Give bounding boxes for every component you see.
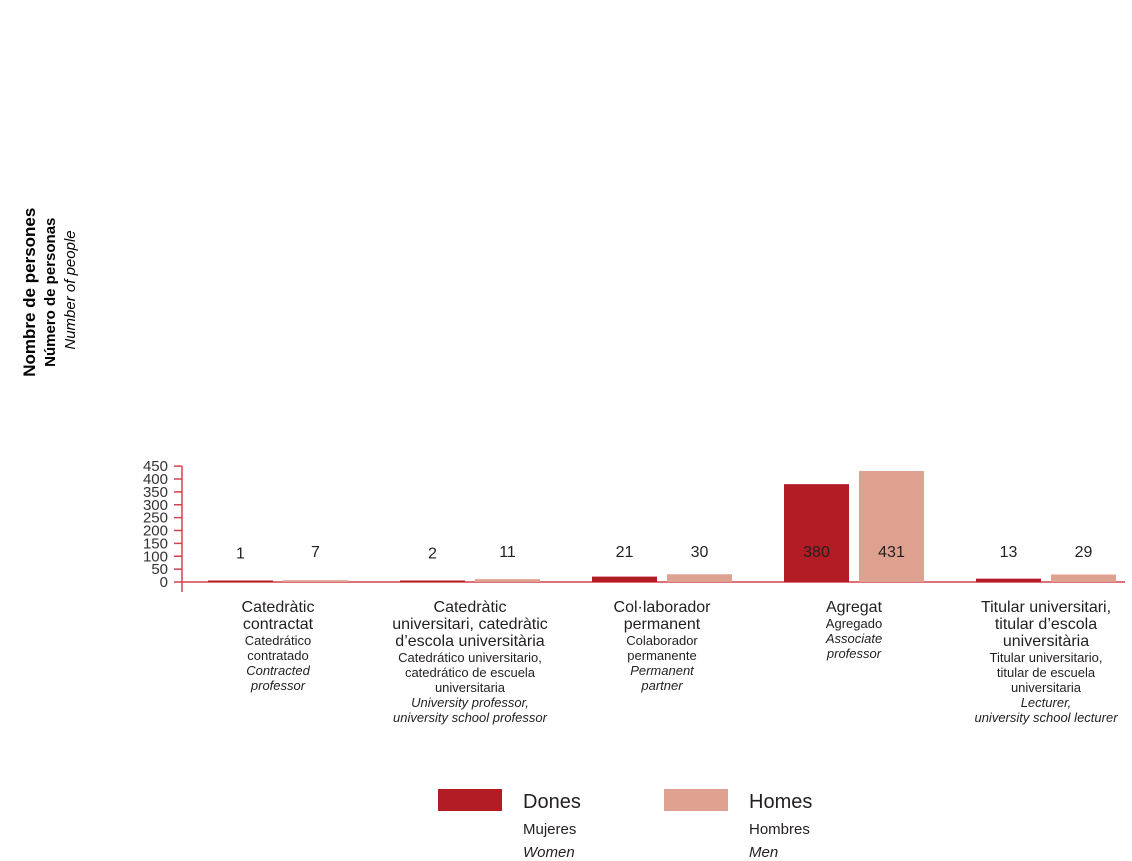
y-tick-label: 200 [143, 523, 168, 540]
bar-men [475, 579, 540, 582]
x-tick-label-es: universitaria [435, 680, 506, 695]
x-tick-label-en: professor [826, 646, 882, 661]
y-axis-label: Nombre de persones Número de personas Nu… [20, 203, 79, 377]
x-tick-label-es: Catedrático [245, 633, 311, 648]
data-label: 29 [1075, 544, 1093, 561]
legend-swatch-women [438, 789, 502, 811]
bar-women [592, 576, 657, 582]
data-label: 431 [878, 544, 905, 561]
bar-men [859, 471, 924, 582]
x-tick-label-en: Associate [825, 631, 882, 646]
data-label: 30 [691, 544, 709, 561]
x-tick-label-en: Lecturer, [1021, 695, 1072, 710]
x-tick-label-es: Titular universitario, [990, 650, 1103, 665]
x-tick-label-ca: Catedràtic [434, 599, 507, 616]
y-axis-label-en: Number of people [62, 230, 79, 349]
y-tick-label: 0 [160, 574, 168, 591]
data-label: 2 [428, 545, 437, 562]
x-tick-label-ca: d’escola universitària [395, 633, 545, 650]
x-tick-label-en: partner [640, 678, 683, 693]
bar-women [400, 580, 465, 582]
x-tick-label-es: universitaria [1011, 680, 1082, 695]
data-label: 380 [803, 544, 830, 561]
x-tick-label-es: contratado [247, 648, 308, 663]
x-tick-label-es: Catedrático universitario, [398, 650, 542, 665]
y-tick-label: 350 [143, 484, 168, 501]
legend-label-women-ca: Dones [523, 791, 581, 813]
legend-swatch-men [664, 789, 728, 811]
x-tick-label-es: catedrático de escuela [405, 665, 536, 680]
bar-women [208, 580, 273, 582]
data-label: 1 [236, 546, 245, 563]
x-tick-label-ca: Col·laborador [614, 599, 712, 616]
y-tick-label: 50 [151, 561, 168, 578]
y-axis-label-es: Número de personas [42, 218, 59, 367]
x-tick-label-en: University professor, [411, 695, 529, 710]
data-label: 7 [311, 544, 320, 561]
legend-label-men-ca: Homes [749, 791, 812, 813]
legend-label-men-en: Men [749, 844, 778, 861]
bar-men [667, 574, 732, 582]
y-tick-label: 250 [143, 510, 168, 527]
x-tick-label-ca: universitària [1003, 633, 1089, 650]
legend-label-women-es: Mujeres [523, 821, 576, 838]
bar-women [976, 578, 1041, 582]
x-tick-label-ca: contractat [243, 616, 314, 633]
bar-men [1051, 574, 1116, 582]
x-tick-label-en: professor [250, 678, 306, 693]
x-tick-label-es: Colaborador [626, 633, 698, 648]
x-tick-label-ca: universitari, catedràtic [392, 616, 548, 633]
x-tick-label-ca: permanent [624, 616, 701, 633]
data-label: 11 [499, 544, 516, 561]
legend: Dones Mujeres Women Homes Hombres Men [438, 789, 812, 861]
category-labels: CatedràticcontractatCatedráticocontratad… [242, 599, 1119, 725]
y-tick-label: 150 [143, 535, 168, 552]
x-tick-label-en: university school lecturer [974, 710, 1118, 725]
data-label: 13 [1000, 544, 1018, 561]
x-tick-label-en: Contracted [246, 663, 310, 678]
x-tick-label-ca: Catedràtic [242, 599, 315, 616]
x-tick-label-es: permanente [627, 648, 696, 663]
bars [208, 471, 1116, 582]
y-tick-label: 300 [143, 497, 168, 514]
y-axis-label-ca: Nombre de persones [20, 208, 39, 377]
y-tick-label: 400 [143, 471, 168, 488]
x-tick-label-ca: titular d’escola [995, 616, 1097, 633]
legend-label-women-en: Women [523, 844, 575, 861]
bar-women [784, 484, 849, 582]
data-label: 21 [616, 544, 634, 561]
y-tick-label: 450 [143, 458, 168, 475]
x-tick-label-es: Agregado [826, 616, 882, 631]
y-tick-label: 100 [143, 548, 168, 565]
x-tick-label-ca: Titular universitari, [981, 599, 1111, 616]
legend-label-men-es: Hombres [749, 821, 810, 838]
x-tick-label-en: Permanent [630, 663, 695, 678]
x-tick-label-en: university school professor [393, 710, 548, 725]
x-tick-label-es: titular de escuela [997, 665, 1096, 680]
value-labels: 1 7 2 11 21 30 380 431 13 29 [236, 544, 1092, 563]
bar-men [283, 580, 348, 582]
x-tick-label-ca: Agregat [826, 599, 883, 616]
